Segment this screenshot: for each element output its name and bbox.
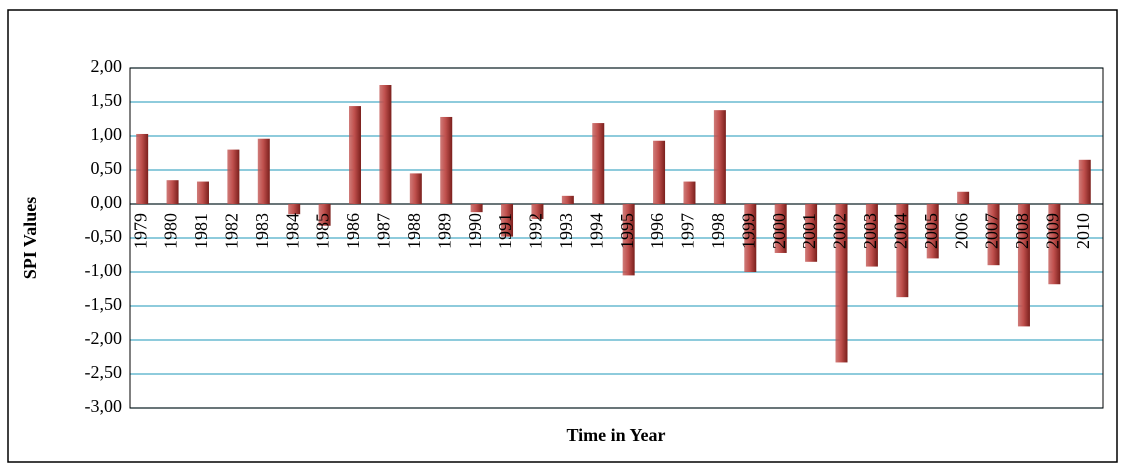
x-tick-label: 1985: [313, 213, 333, 249]
x-tick-label: 1993: [556, 213, 576, 249]
labels: -3,00 -2,50 -2,00 -1,50 -1,00 -0,50 0,00 0,50 1,…: [85, 56, 1093, 416]
x-tick-label: 1980: [161, 213, 181, 249]
x-tick-label: 1979: [130, 213, 150, 249]
bar: [257, 138, 270, 204]
bar: [501, 204, 514, 237]
y-tick-label: -1,50: [85, 294, 123, 314]
x-tick-label: 1999: [738, 213, 758, 249]
bar: [926, 204, 939, 259]
plot-border: [129, 67, 1104, 409]
x-tick-label: 2000: [769, 213, 789, 249]
bar: [1078, 159, 1091, 204]
x-tick-label: 2003: [860, 213, 880, 249]
bar: [957, 191, 970, 204]
y-tick-label: -2,00: [85, 328, 123, 348]
x-tick-label: 1995: [617, 213, 637, 249]
bar: [713, 110, 726, 204]
x-tick-label: 1983: [252, 213, 272, 249]
y-axis-title: SPI Values: [20, 197, 40, 280]
x-tick-label: 1992: [526, 213, 546, 249]
x-tick-label: 1989: [434, 213, 454, 249]
x-tick-label: 2006: [951, 213, 971, 249]
y-tick-label: 1,50: [91, 90, 123, 110]
bar: [318, 204, 331, 226]
bar: [835, 204, 848, 363]
bar: [136, 133, 149, 204]
y-tick-label: 2,00: [91, 56, 123, 76]
x-tick-label: 1987: [374, 213, 394, 249]
x-tick-label: 1990: [465, 213, 485, 249]
bar: [288, 204, 301, 215]
bar: [227, 149, 240, 204]
bar: [744, 204, 757, 272]
bars: [136, 85, 1091, 363]
bar: [896, 204, 909, 298]
x-tick-label: 1997: [678, 213, 698, 249]
bar: [622, 204, 635, 276]
x-tick-label: 2004: [890, 213, 910, 249]
bar: [805, 204, 818, 262]
x-tick-label: 1986: [343, 213, 363, 249]
bar: [774, 204, 787, 253]
bar: [470, 204, 483, 213]
y-tick-label: -1,00: [85, 260, 123, 280]
x-tick-label: 1988: [404, 213, 424, 249]
bar: [349, 106, 362, 204]
x-tick-label: 2001: [799, 213, 819, 249]
grid: [129, 67, 1104, 409]
x-tick-label: 2002: [830, 213, 850, 249]
x-tick-label: 2008: [1012, 213, 1032, 249]
y-tick-label: -0,50: [85, 226, 123, 246]
bar: [987, 204, 1000, 266]
y-tick-label: 0,00: [91, 192, 123, 212]
x-axis-title: Time in Year: [567, 425, 666, 445]
x-tick-label: 1994: [586, 213, 606, 249]
x-tick-label: 1998: [708, 213, 728, 249]
y-tick-label: 1,00: [91, 124, 123, 144]
bar: [531, 204, 544, 219]
y-tick-label: 0,50: [91, 158, 123, 178]
bar: [561, 195, 574, 204]
x-tick-label: 2010: [1073, 213, 1093, 249]
y-tick-label: -3,00: [85, 396, 123, 416]
x-tick-label: 2007: [982, 213, 1002, 249]
bar: [409, 173, 422, 204]
x-tick-label: 1981: [191, 213, 211, 249]
bar: [1017, 204, 1030, 327]
y-tick-label: -2,50: [85, 362, 123, 382]
bar: [440, 116, 453, 204]
x-tick-label: 1982: [222, 213, 242, 249]
bar: [196, 181, 209, 204]
x-tick-label: 2005: [921, 213, 941, 249]
bar: [1048, 204, 1061, 285]
x-tick-label: 1996: [647, 213, 667, 249]
bar: [653, 140, 666, 204]
x-tick-label: 1991: [495, 213, 515, 249]
bar: [683, 181, 696, 204]
x-tick-label: 1984: [282, 213, 302, 249]
x-tick-label: 2009: [1042, 213, 1062, 249]
bar: [166, 180, 179, 204]
bar: [592, 123, 605, 204]
bar: [865, 204, 878, 267]
bar: [379, 85, 392, 204]
